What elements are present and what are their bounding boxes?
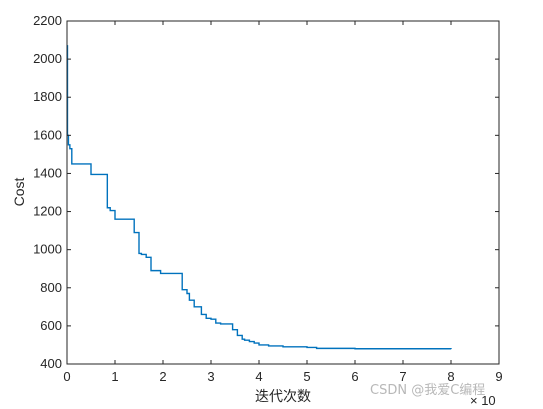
x-tick-label: 3: [207, 369, 214, 384]
watermark: CSDN @我爱C编程: [370, 383, 485, 398]
x-tick-label: 6: [351, 369, 358, 384]
x-tick-label: 2: [159, 369, 166, 384]
series-line-0: [66, 45, 452, 350]
x-tick-label: 5: [303, 369, 310, 384]
y-tick-label: 1400: [33, 165, 62, 180]
x-tick-label: 4: [255, 369, 262, 384]
axis-ticks: 0 1 2 3 4 5 6 7 8 9 400 600 800 1000 1200 1400 1600 1800 2…: [33, 13, 503, 384]
plot-area-frame: [66, 20, 500, 365]
x-tick-label: 1: [111, 369, 118, 384]
plot-area-background: [67, 21, 499, 364]
y-tick-label: 1600: [33, 127, 62, 142]
y-axis-label: Cost: [11, 178, 27, 207]
data-layer: [66, 45, 452, 350]
y-tick-label: 1000: [33, 242, 62, 257]
y-tick-label: 2200: [33, 13, 62, 28]
x-tick-label: 7: [399, 369, 406, 384]
x-axis-label: 迭代次数: [255, 388, 311, 404]
y-tick-label: 1200: [33, 204, 62, 219]
y-tick-label: 400: [40, 356, 62, 371]
x-tick-label: 9: [495, 369, 502, 384]
x-tick-label: 0: [63, 369, 70, 384]
y-tick-label: 600: [40, 318, 62, 333]
x-tick-label: 8: [447, 369, 454, 384]
y-tick-label: 1800: [33, 89, 62, 104]
y-tick-label: 800: [40, 280, 62, 295]
y-tick-label: 2000: [33, 51, 62, 66]
x-axis-exponent-label: × 10: [470, 393, 496, 408]
